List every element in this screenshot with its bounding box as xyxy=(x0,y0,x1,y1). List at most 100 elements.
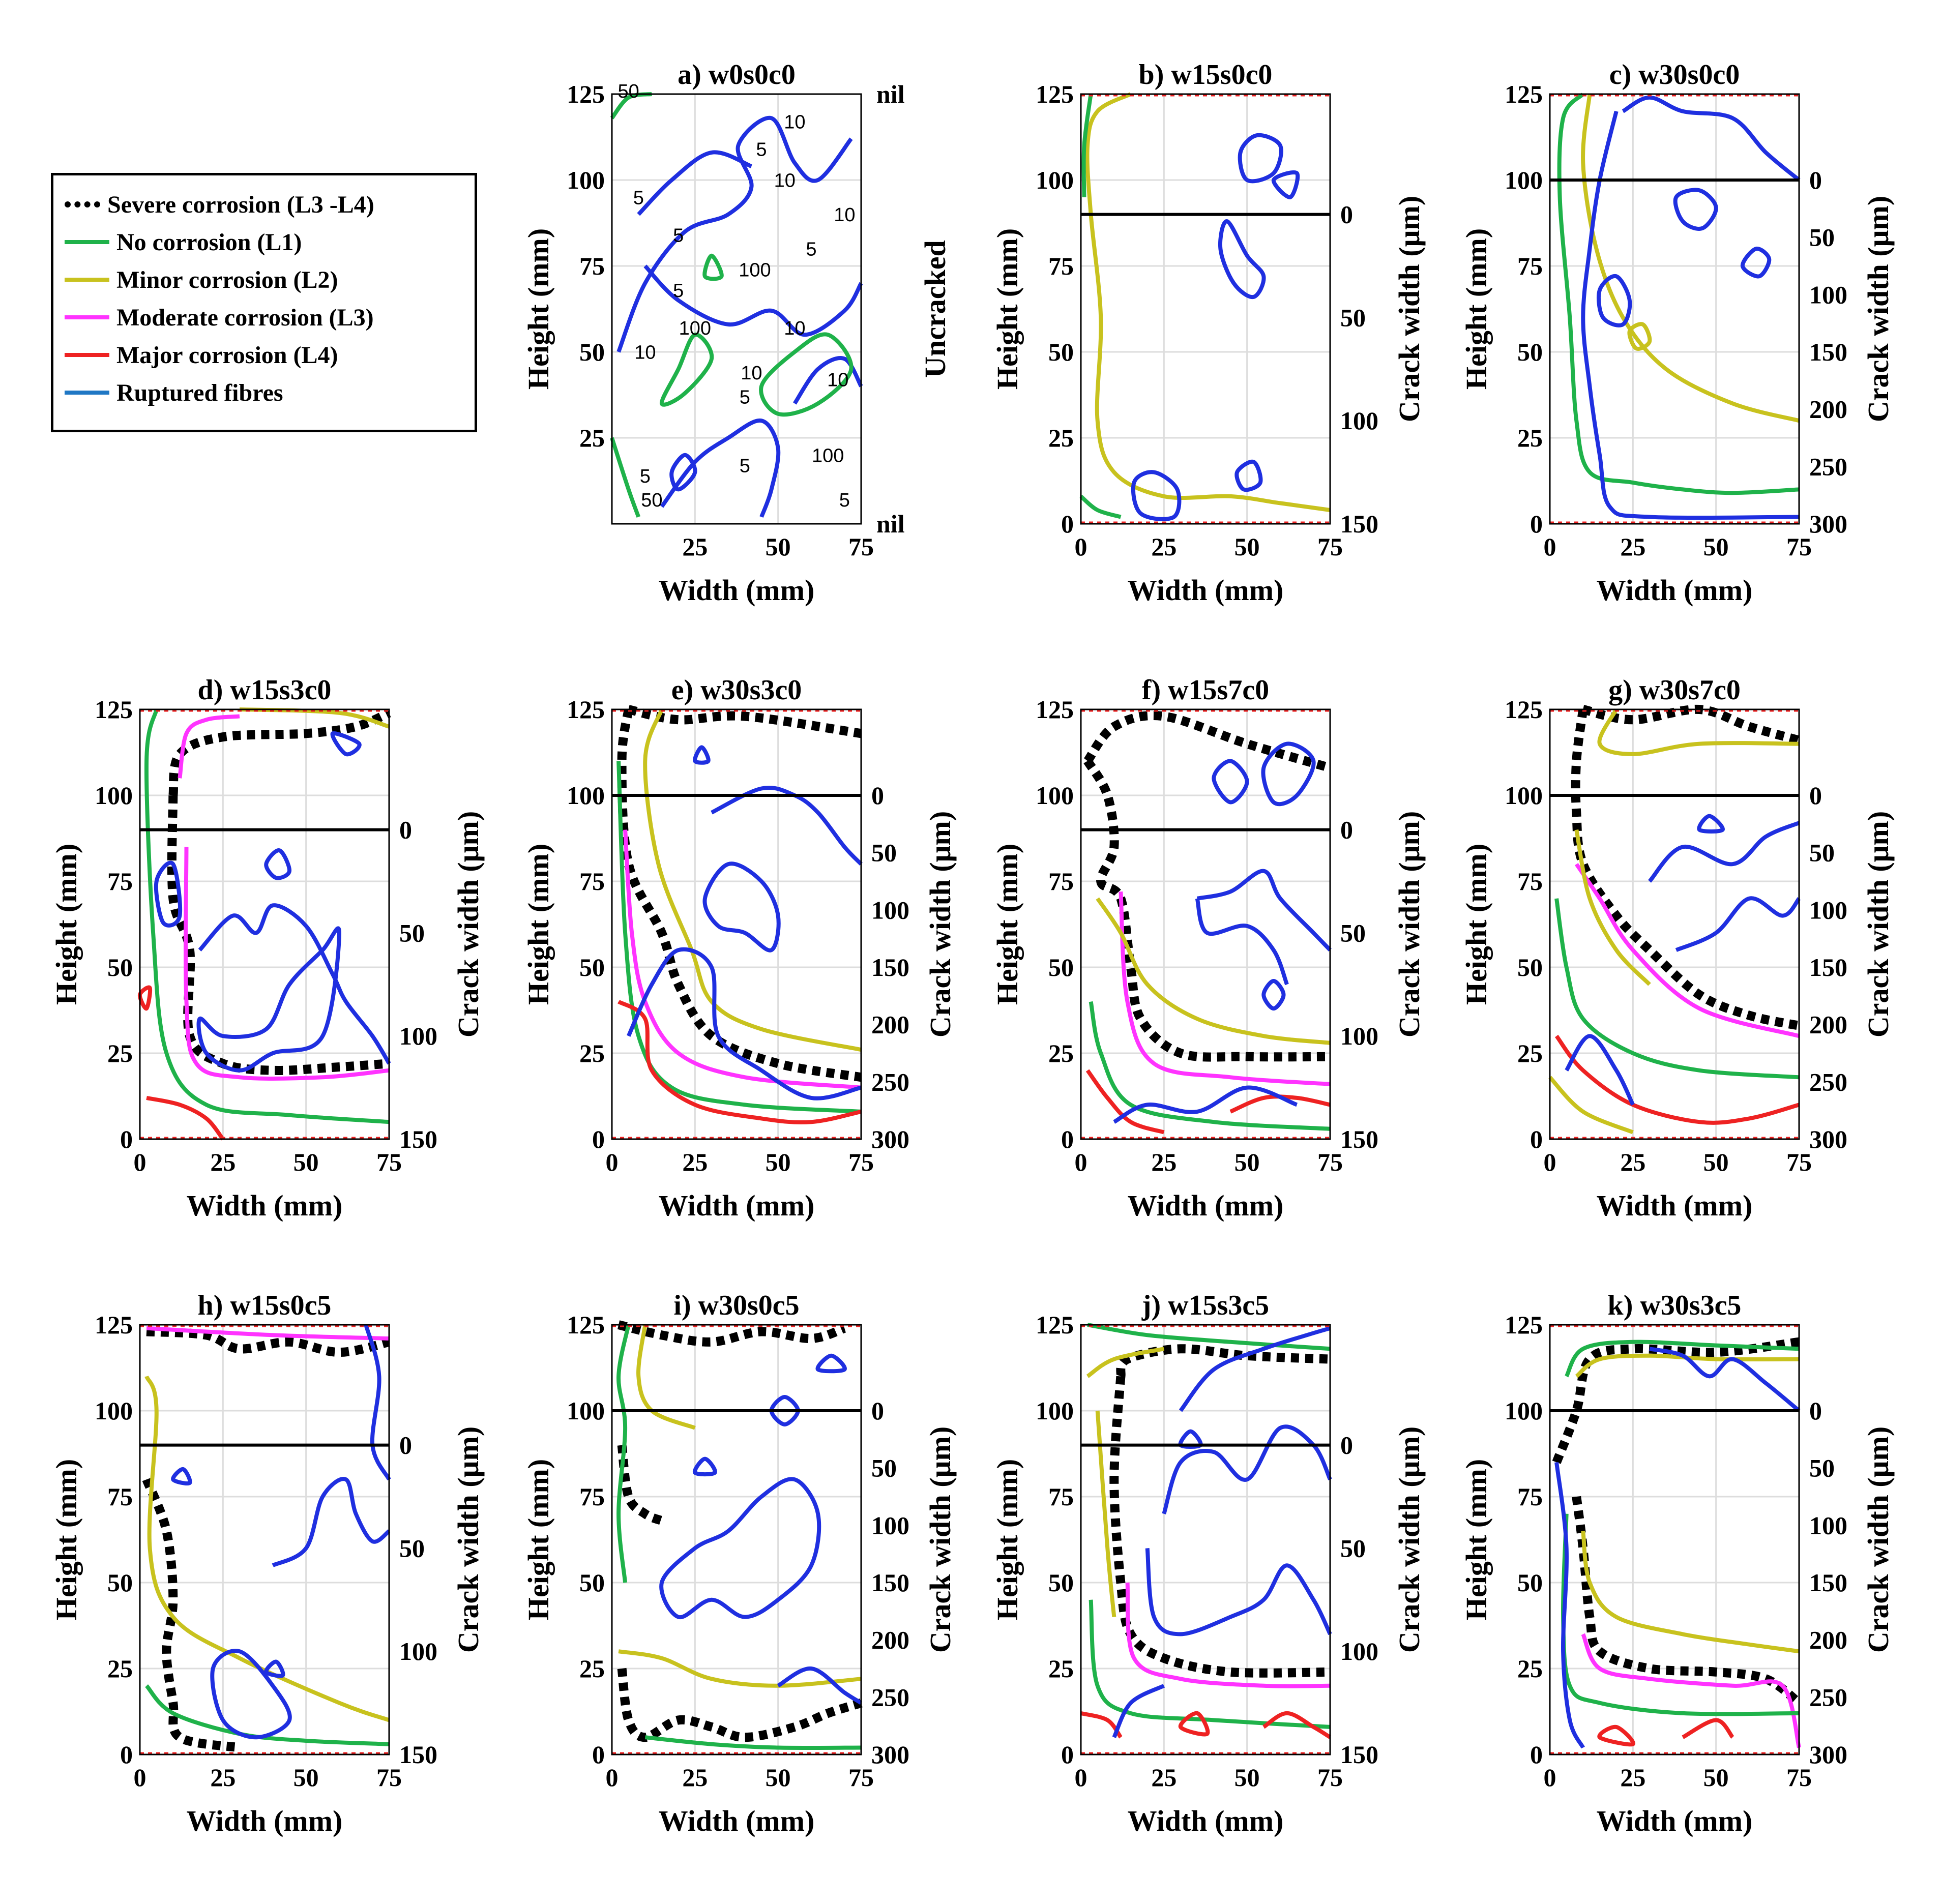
ytick-f-4: 100 xyxy=(1036,781,1074,810)
contour-d-4 xyxy=(144,709,390,1124)
ytick-j-3: 75 xyxy=(1048,1482,1074,1511)
contour-j-3 xyxy=(1086,1347,1165,1378)
plot-frame-a xyxy=(611,93,862,525)
ytick-e-3: 75 xyxy=(579,867,605,896)
ytick-g-0: 0 xyxy=(1530,1125,1543,1153)
xtick-b-2: 50 xyxy=(1234,532,1260,561)
contour-h-8 xyxy=(171,1467,192,1485)
contour-e-0 xyxy=(617,708,862,1082)
ytick-i-5: 125 xyxy=(567,1311,605,1339)
right-tick-j-0: 0 xyxy=(1340,1431,1353,1460)
legend-label-no-corrosion: No corrosion (L1) xyxy=(116,228,302,256)
right-label-b: Crack width (μm) xyxy=(1393,196,1426,422)
right-tick-d-2: 100 xyxy=(399,1022,437,1050)
contour-label-a-17: 100 xyxy=(812,445,844,466)
xtick-d-3: 75 xyxy=(376,1148,402,1176)
ytick-b-2: 50 xyxy=(1048,338,1074,366)
contour-c-1 xyxy=(1581,94,1800,423)
contour-d-12 xyxy=(330,731,362,757)
ytick-h-5: 125 xyxy=(95,1311,133,1339)
right-tick-e-3: 150 xyxy=(871,953,909,981)
right-tick-i-3: 150 xyxy=(871,1568,909,1597)
ytick-i-2: 50 xyxy=(579,1568,605,1597)
right-bottom-a: nil xyxy=(876,510,905,538)
ytick-c-4: 100 xyxy=(1505,166,1543,194)
xtick-c-2: 50 xyxy=(1703,532,1729,561)
plot-area-b xyxy=(1081,94,1330,524)
ytick-c-1: 25 xyxy=(1517,424,1543,452)
contour-label-a-12: 10 xyxy=(784,318,805,339)
ytick-i-3: 75 xyxy=(579,1482,605,1511)
contour-g-3 xyxy=(1597,708,1800,756)
right-label-f: Crack width (μm) xyxy=(1393,811,1426,1037)
ytick-i-4: 100 xyxy=(567,1396,605,1425)
ylabel-k: Height (mm) xyxy=(1460,1459,1493,1620)
ytick-b-3: 75 xyxy=(1048,252,1074,280)
right-tick-i-2: 100 xyxy=(871,1511,909,1539)
plot-frame-e xyxy=(611,708,862,1140)
right-tick-c-0: 0 xyxy=(1809,166,1822,194)
contour-a-1 xyxy=(643,264,863,337)
ytick-f-1: 25 xyxy=(1048,1039,1074,1067)
contour-a-5 xyxy=(792,356,863,405)
contour-g-6 xyxy=(1554,1034,1800,1125)
contour-i-0 xyxy=(617,1320,846,1347)
contour-c-3 xyxy=(1581,110,1800,520)
ytick-j-4: 100 xyxy=(1036,1396,1074,1425)
panel-title-i: i) w30s0c5 xyxy=(673,1290,799,1321)
panel-c: c) w30s0c0 0 25 50 75 100 125 0 25 50 75 Width (mm)… xyxy=(1460,59,1895,607)
ytick-e-4: 100 xyxy=(567,781,605,810)
xtick-g-1: 25 xyxy=(1620,1148,1645,1176)
right-tick-i-5: 250 xyxy=(871,1683,909,1711)
panel-title-f: f) w15s7c0 xyxy=(1142,674,1269,706)
right-tick-b-2: 100 xyxy=(1340,406,1378,435)
ytick-b-0: 0 xyxy=(1061,510,1074,538)
contour-a-8 xyxy=(610,437,641,518)
xlabel-i: Width (mm) xyxy=(659,1804,815,1837)
right-tick-j-2: 100 xyxy=(1340,1637,1378,1665)
xtick-k-2: 50 xyxy=(1703,1763,1729,1792)
xtick-e-2: 50 xyxy=(766,1148,791,1176)
legend-swatch-severe xyxy=(65,201,100,207)
contour-k-7 xyxy=(1597,1724,1635,1747)
ytick-d-4: 100 xyxy=(95,781,133,810)
contour-j-0 xyxy=(1116,1344,1331,1378)
xtick-g-0: 0 xyxy=(1544,1148,1556,1176)
contour-k-0 xyxy=(1552,1337,1800,1464)
contour-j-2 xyxy=(1125,1582,1331,1688)
right-tick-e-0: 0 xyxy=(871,781,884,810)
contour-j-1 xyxy=(1109,1376,1331,1678)
ytick-j-2: 50 xyxy=(1048,1568,1074,1597)
plot-frame-h xyxy=(139,1324,390,1756)
legend-item-no-corrosion: No corrosion (L1) xyxy=(65,223,302,261)
contour-e-9 xyxy=(693,745,711,765)
legend: Severe corrosion (L3 -L4) No corrosion (… xyxy=(51,173,477,432)
contour-f-12 xyxy=(1113,1085,1298,1124)
right-label-j: Crack width (μm) xyxy=(1393,1426,1426,1653)
legend-item-ruptured-fibres: Ruptured fibres xyxy=(65,374,283,411)
contour-label-a-18: 5 xyxy=(640,466,651,487)
right-tick-h-2: 100 xyxy=(399,1637,437,1665)
xtick-j-0: 0 xyxy=(1075,1763,1087,1792)
right-label-g: Crack width (μm) xyxy=(1862,811,1895,1037)
right-tick-k-3: 150 xyxy=(1809,1568,1847,1597)
contour-label-a-2: 5 xyxy=(756,139,767,161)
contour-c-2 xyxy=(1622,95,1801,182)
right-tick-i-6: 300 xyxy=(871,1740,909,1769)
xtick-c-3: 75 xyxy=(1786,532,1812,561)
contour-g-9 xyxy=(1675,896,1801,952)
legend-swatch-ruptured-fibres xyxy=(65,391,109,395)
ytick-b-5: 125 xyxy=(1036,80,1074,108)
contour-e-2 xyxy=(643,708,862,1052)
legend-swatch-major-corrosion xyxy=(65,353,109,357)
ylabel-a: Height (mm) xyxy=(522,228,555,390)
right-tick-g-2: 100 xyxy=(1809,896,1847,924)
ytick-a-1: 50 xyxy=(579,338,605,366)
right-tick-c-6: 300 xyxy=(1809,510,1847,538)
xtick-c-1: 25 xyxy=(1620,532,1645,561)
right-tick-e-5: 250 xyxy=(871,1067,909,1096)
xlabel-h: Width (mm) xyxy=(187,1804,343,1837)
right-tick-j-3: 150 xyxy=(1340,1740,1378,1769)
right-tick-g-3: 150 xyxy=(1809,953,1847,981)
